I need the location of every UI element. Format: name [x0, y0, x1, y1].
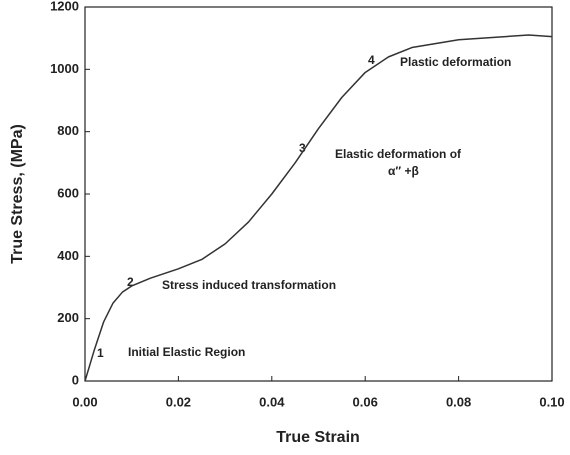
- x-tick-label: 0.00: [72, 394, 97, 409]
- x-tick-label: 0.04: [259, 394, 285, 409]
- y-tick-label: 1000: [50, 61, 79, 76]
- y-tick-label: 200: [57, 310, 79, 325]
- y-tick-label: 400: [57, 248, 79, 263]
- annotation: Elastic deformation of: [335, 147, 462, 161]
- x-axis-label: True Strain: [276, 429, 360, 446]
- annotation: Initial Elastic Region: [128, 345, 245, 359]
- annotation: Plastic deformation: [400, 55, 511, 69]
- x-tick-label: 0.02: [166, 394, 191, 409]
- y-tick-label: 800: [57, 123, 79, 138]
- annotation: 3: [299, 141, 306, 155]
- y-tick-label: 1200: [50, 0, 79, 13]
- x-tick-label: 0.06: [353, 394, 378, 409]
- x-tick-label: 0.10: [539, 394, 564, 409]
- annotation: Stress induced transformation: [162, 278, 336, 292]
- y-tick-label: 0: [72, 372, 79, 387]
- data-line: [84, 34, 553, 382]
- y-tick-label: 600: [57, 185, 79, 200]
- annotation: α″ +β: [388, 164, 419, 178]
- annotation: 1: [97, 346, 104, 360]
- y-axis-label: True Stress, (MPa): [9, 124, 26, 264]
- annotation: 2: [127, 275, 134, 289]
- x-tick-label: 0.08: [446, 394, 471, 409]
- annotation: 4: [368, 53, 375, 67]
